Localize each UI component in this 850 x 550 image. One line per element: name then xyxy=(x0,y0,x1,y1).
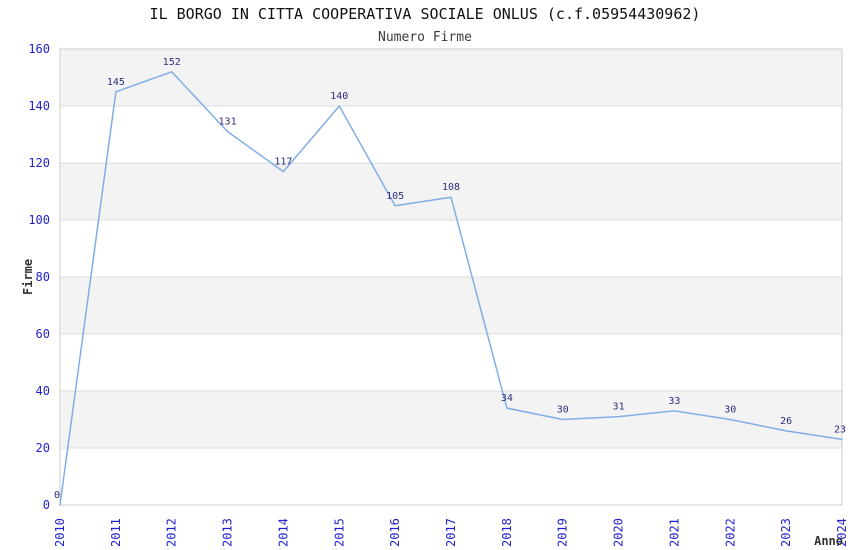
y-axis-title: Firme xyxy=(21,259,35,295)
x-tick-label: 2011 xyxy=(109,518,123,547)
data-label: 33 xyxy=(668,396,680,407)
x-tick-label: 2017 xyxy=(444,518,458,547)
x-tick-label: 2016 xyxy=(388,518,402,547)
x-tick-label: 2020 xyxy=(612,518,626,547)
x-tick-label: 2014 xyxy=(276,518,290,547)
y-tick-label: 60 xyxy=(36,327,50,341)
data-label: 34 xyxy=(501,393,513,404)
data-label: 131 xyxy=(219,117,237,128)
grid-band xyxy=(60,391,842,448)
data-label: 152 xyxy=(163,57,181,68)
x-tick-label: 2012 xyxy=(165,518,179,547)
x-axis-title: Anno xyxy=(814,534,843,548)
x-tick-label: 2018 xyxy=(500,518,514,547)
y-tick-label: 20 xyxy=(36,441,50,455)
y-tick-label: 100 xyxy=(28,213,50,227)
x-tick-label: 2024 xyxy=(835,518,849,547)
data-label: 30 xyxy=(724,405,736,416)
data-label: 145 xyxy=(107,77,125,88)
data-line xyxy=(59,71,843,506)
data-label: 105 xyxy=(386,191,404,202)
chart-title: IL BORGO IN CITTA COOPERATIVA SOCIALE ON… xyxy=(149,5,701,23)
y-tick-label: 0 xyxy=(43,498,50,512)
data-label: 108 xyxy=(442,182,460,193)
chart-subtitle: Numero Firme xyxy=(378,30,472,45)
y-tick-label: 40 xyxy=(36,384,50,398)
data-label: 26 xyxy=(780,416,792,427)
x-tick-label: 2013 xyxy=(221,518,235,547)
data-label: 140 xyxy=(330,91,348,102)
x-tick-label: 2022 xyxy=(723,518,737,547)
x-tick-label: 2015 xyxy=(332,518,346,547)
grid-band xyxy=(60,277,842,334)
y-tick-label: 80 xyxy=(36,270,50,284)
x-tick-label: 2010 xyxy=(53,518,67,547)
data-label: 31 xyxy=(613,402,625,413)
data-label: 30 xyxy=(557,405,569,416)
y-tick-label: 160 xyxy=(28,42,50,56)
x-tick-label: 2019 xyxy=(556,518,570,547)
grid-band xyxy=(60,49,842,106)
plot-border xyxy=(59,48,843,506)
data-label: 117 xyxy=(274,157,292,168)
data-label: 23 xyxy=(834,424,846,435)
data-label: 0 xyxy=(54,490,60,501)
grid-band xyxy=(60,163,842,220)
x-tick-label: 2021 xyxy=(667,518,681,547)
y-tick-label: 140 xyxy=(28,99,50,113)
x-tick-label: 2023 xyxy=(779,518,793,547)
y-tick-label: 120 xyxy=(28,156,50,170)
